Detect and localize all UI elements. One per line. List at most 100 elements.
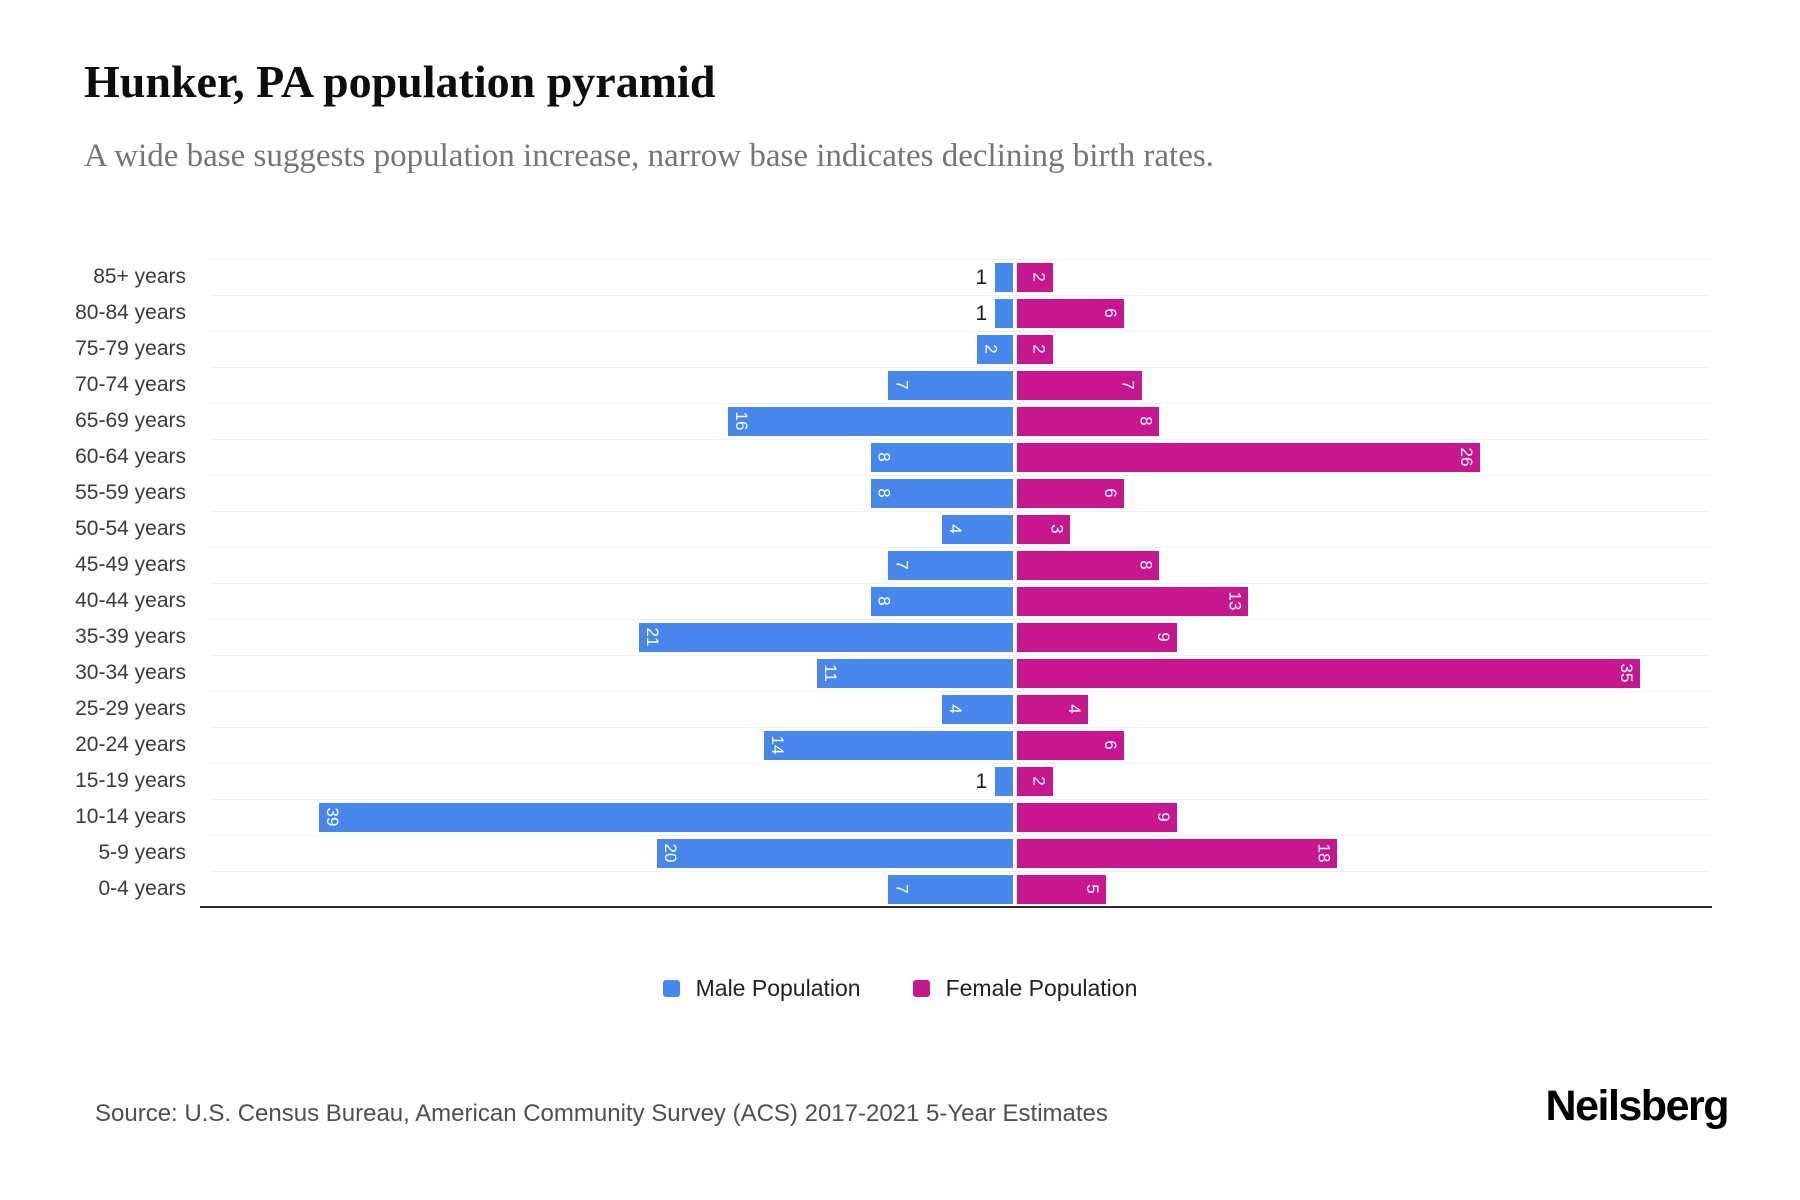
legend-item-female[interactable]: Female Population — [912, 975, 1138, 1002]
female-bar: 6 — [1017, 298, 1124, 328]
female-bar: 3 — [1017, 514, 1071, 544]
female-value-label: 6 — [1100, 488, 1120, 498]
male-value-label: 14 — [767, 735, 787, 755]
y-axis-label: 50-54 years — [75, 517, 186, 540]
male-bar: 7 — [888, 874, 1013, 904]
source-attribution: Source: U.S. Census Bureau, American Com… — [95, 1100, 1108, 1127]
male-value-label: 7 — [892, 380, 912, 390]
female-bar: 6 — [1017, 478, 1124, 508]
female-value-label: 9 — [1154, 812, 1174, 822]
female-value-label: 4 — [1065, 704, 1085, 714]
female-bar: 2 — [1017, 334, 1053, 364]
female-legend-swatch-icon — [912, 980, 930, 997]
gridline — [210, 547, 1710, 548]
male-value-label: 39 — [322, 807, 342, 827]
male-bar: 8 — [870, 442, 1013, 472]
brand-logo: Neilsberg — [1545, 1082, 1730, 1130]
y-axis-label: 80-84 years — [75, 301, 186, 324]
gridline — [210, 367, 1710, 368]
male-value-label: 20 — [661, 843, 680, 863]
female-bar: 13 — [1017, 586, 1249, 616]
male-value-label: 1 — [975, 301, 988, 325]
male-value-label: 4 — [945, 524, 965, 534]
chart-plot-area: 1 2 1 6 2 2 7 7 16 8 8 26 8 6 4 3 7 8 8 13 21 9 11 35 4 4 14 6 1 2 39 9… — [210, 259, 1710, 908]
gridline — [210, 655, 1710, 656]
male-bar: 8 — [870, 478, 1013, 508]
female-bar: 6 — [1017, 730, 1124, 760]
gridline — [210, 763, 1710, 764]
male-bar: 4 — [941, 514, 1013, 544]
male-value-label: 2 — [981, 344, 1001, 354]
gridline — [210, 295, 1710, 296]
gridline — [210, 835, 1710, 836]
gridline — [210, 871, 1710, 872]
y-axis-label: 15-19 years — [75, 769, 186, 792]
male-bar: 14 — [763, 730, 1013, 760]
male-value-label: 8 — [874, 596, 894, 606]
female-value-label: 2 — [1029, 344, 1049, 354]
male-bar: 7 — [888, 370, 1013, 400]
female-bar: 2 — [1017, 766, 1053, 796]
female-value-label: 13 — [1225, 591, 1245, 611]
y-axis-label: 45-49 years — [75, 553, 186, 576]
female-bar: 8 — [1017, 550, 1160, 580]
chart-legend: Male Population Female Population — [0, 975, 1800, 1002]
male-bar: 11 — [817, 658, 1013, 688]
female-value-label: 5 — [1083, 884, 1102, 894]
gridline — [210, 691, 1710, 692]
male-value-label: 8 — [874, 488, 894, 498]
legend-item-male[interactable]: Male Population — [662, 975, 861, 1002]
gridline — [210, 331, 1710, 332]
y-axis-label: 70-74 years — [75, 373, 186, 396]
male-bar: 2 — [977, 334, 1013, 364]
y-axis-label: 35-39 years — [75, 625, 186, 648]
male-bar — [995, 298, 1013, 328]
female-bar: 5 — [1017, 874, 1106, 904]
y-axis-label: 10-14 years — [75, 805, 186, 828]
y-axis-label: 40-44 years — [75, 589, 186, 612]
y-axis-label: 20-24 years — [75, 733, 186, 756]
y-axis-label: 55-59 years — [75, 481, 186, 504]
female-value-label: 18 — [1314, 843, 1334, 863]
female-value-label: 2 — [1029, 776, 1049, 786]
gridline — [210, 439, 1710, 440]
female-value-label: 26 — [1456, 447, 1476, 467]
male-value-label: 1 — [975, 265, 988, 289]
male-value-label: 11 — [821, 664, 841, 682]
y-axis-label: 75-79 years — [75, 337, 186, 360]
y-axis-labels: 85+ years 80-84 years 75-79 years 70-74 yea… — [0, 259, 198, 907]
female-bar: 18 — [1017, 838, 1338, 868]
female-value-label: 8 — [1136, 560, 1156, 570]
y-axis-label: 65-69 years — [75, 409, 186, 432]
male-bar: 16 — [728, 406, 1013, 436]
male-bar — [995, 766, 1013, 796]
male-bar: 21 — [639, 622, 1013, 652]
female-bar: 9 — [1017, 622, 1178, 652]
male-bar — [995, 262, 1013, 292]
y-axis-label: 5-9 years — [98, 841, 186, 864]
female-bar: 2 — [1017, 262, 1053, 292]
male-bar: 8 — [870, 586, 1013, 616]
legend-male-label: Male Population — [695, 975, 861, 1001]
female-value-label: 9 — [1154, 632, 1174, 642]
female-bar: 4 — [1017, 694, 1089, 724]
legend-female-label: Female Population — [945, 975, 1138, 1001]
gridline — [210, 475, 1710, 476]
male-value-label: 21 — [643, 627, 663, 647]
gridline — [210, 799, 1710, 800]
gridline — [210, 259, 1710, 260]
female-value-label: 6 — [1100, 740, 1120, 750]
male-bar: 7 — [888, 550, 1013, 580]
page-title: Hunker, PA population pyramid — [84, 56, 716, 107]
female-bar: 8 — [1017, 406, 1160, 436]
gridline — [210, 403, 1710, 404]
female-bar: 7 — [1017, 370, 1142, 400]
x-axis-line — [200, 906, 1712, 908]
male-bar: 20 — [657, 838, 1013, 868]
female-value-label: 7 — [1118, 380, 1138, 390]
male-value-label: 7 — [892, 560, 912, 570]
y-axis-label: 0-4 years — [98, 877, 186, 900]
y-axis-label: 25-29 years — [75, 697, 186, 720]
page-subtitle: A wide base suggests population increase… — [84, 138, 1214, 174]
